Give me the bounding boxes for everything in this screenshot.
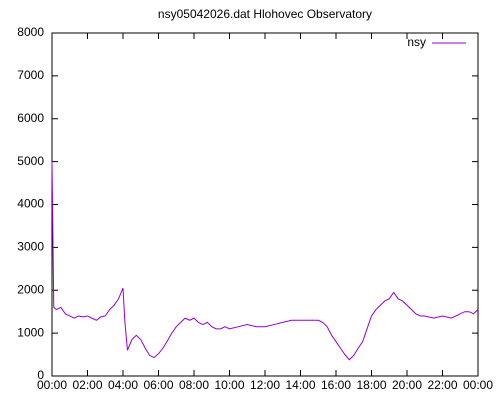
y-tick-label: 6000: [17, 111, 44, 125]
x-tick-label: 18:00: [356, 378, 386, 392]
y-tick-label: 7000: [17, 68, 44, 82]
x-tick-label: 12:00: [250, 378, 280, 392]
data-line: [51, 161, 479, 361]
y-tick-label: 4000: [17, 197, 44, 211]
x-tick-label: 20:00: [392, 378, 422, 392]
x-tick-label: 00:00: [37, 378, 67, 392]
chart-title: nsy05042026.dat Hlohovec Observatory: [158, 7, 372, 21]
y-tick-label: 3000: [17, 240, 44, 254]
y-tick-label: 8000: [17, 25, 44, 39]
y-tick-label: 0: [37, 368, 44, 382]
x-tick-label: 16:00: [321, 378, 351, 392]
x-tick-label: 14:00: [285, 378, 315, 392]
x-tick-label: 00:00: [463, 378, 493, 392]
x-tick-label: 02:00: [72, 378, 102, 392]
x-tick-label: 04:00: [108, 378, 138, 392]
legend-label: nsy: [407, 35, 426, 49]
y-tick-label: 5000: [17, 154, 44, 168]
y-tick-label: 2000: [17, 282, 44, 296]
x-tick-label: 08:00: [179, 378, 209, 392]
y-tick-label: 1000: [17, 325, 44, 339]
x-tick-label: 22:00: [427, 378, 457, 392]
x-tick-label: 06:00: [143, 378, 173, 392]
plot-border: [51, 32, 479, 377]
x-tick-label: 10:00: [214, 378, 244, 392]
